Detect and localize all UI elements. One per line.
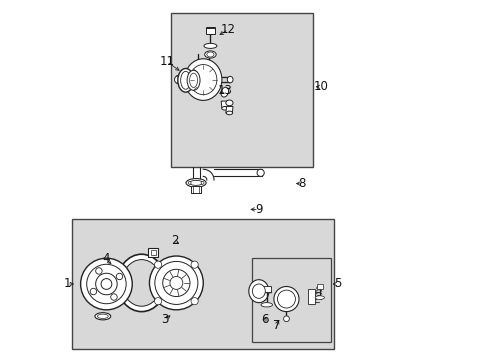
Text: 5: 5: [333, 278, 341, 291]
Ellipse shape: [227, 76, 233, 83]
Bar: [148, 248, 158, 257]
Ellipse shape: [122, 260, 161, 306]
Circle shape: [101, 279, 112, 289]
Ellipse shape: [189, 73, 197, 87]
Ellipse shape: [252, 284, 265, 298]
Text: 6: 6: [261, 313, 268, 327]
Circle shape: [110, 294, 117, 300]
Ellipse shape: [257, 169, 264, 176]
Ellipse shape: [221, 107, 228, 110]
Bar: [262, 286, 270, 292]
Circle shape: [81, 258, 132, 310]
Circle shape: [116, 273, 122, 280]
Bar: [251, 258, 330, 342]
Ellipse shape: [314, 296, 324, 300]
Text: 1: 1: [63, 278, 71, 291]
Bar: [206, 27, 214, 34]
Text: 8: 8: [298, 177, 305, 190]
Circle shape: [277, 290, 295, 308]
Circle shape: [191, 298, 198, 305]
Ellipse shape: [248, 280, 268, 303]
Circle shape: [96, 273, 117, 295]
Ellipse shape: [189, 180, 202, 185]
Circle shape: [149, 256, 203, 310]
Ellipse shape: [95, 313, 110, 320]
Ellipse shape: [203, 43, 217, 48]
Circle shape: [191, 261, 198, 268]
Text: 12: 12: [221, 23, 235, 36]
Ellipse shape: [204, 51, 216, 58]
Ellipse shape: [261, 303, 272, 307]
Circle shape: [201, 181, 203, 184]
Text: 10: 10: [313, 80, 328, 93]
Ellipse shape: [226, 111, 232, 115]
Text: 2: 2: [170, 234, 178, 247]
Bar: [72, 220, 333, 348]
Text: 4: 4: [102, 252, 109, 265]
Ellipse shape: [117, 254, 165, 312]
Text: 9: 9: [255, 203, 262, 216]
Bar: [150, 250, 155, 255]
Circle shape: [90, 288, 97, 295]
Circle shape: [154, 261, 162, 268]
Ellipse shape: [185, 179, 206, 187]
Circle shape: [273, 287, 298, 312]
Circle shape: [188, 181, 191, 184]
Text: 11: 11: [159, 55, 174, 68]
Ellipse shape: [178, 68, 193, 92]
Ellipse shape: [283, 316, 289, 321]
Ellipse shape: [184, 59, 222, 100]
Ellipse shape: [189, 64, 217, 95]
Ellipse shape: [206, 52, 214, 57]
Polygon shape: [225, 107, 233, 113]
Circle shape: [86, 264, 126, 304]
Ellipse shape: [180, 71, 190, 89]
Ellipse shape: [221, 87, 228, 97]
Circle shape: [155, 261, 198, 305]
Ellipse shape: [225, 100, 233, 106]
Bar: [190, 186, 201, 193]
Bar: [308, 289, 314, 304]
Bar: [316, 284, 323, 289]
Ellipse shape: [97, 314, 108, 319]
Circle shape: [163, 269, 190, 297]
Text: 13: 13: [217, 84, 232, 97]
Circle shape: [169, 276, 183, 289]
Bar: [171, 13, 312, 167]
Circle shape: [154, 298, 162, 305]
Ellipse shape: [187, 70, 200, 90]
Text: 3: 3: [161, 313, 168, 327]
Text: 7: 7: [272, 319, 280, 332]
Polygon shape: [221, 101, 228, 108]
Ellipse shape: [174, 76, 180, 83]
Circle shape: [96, 268, 102, 274]
